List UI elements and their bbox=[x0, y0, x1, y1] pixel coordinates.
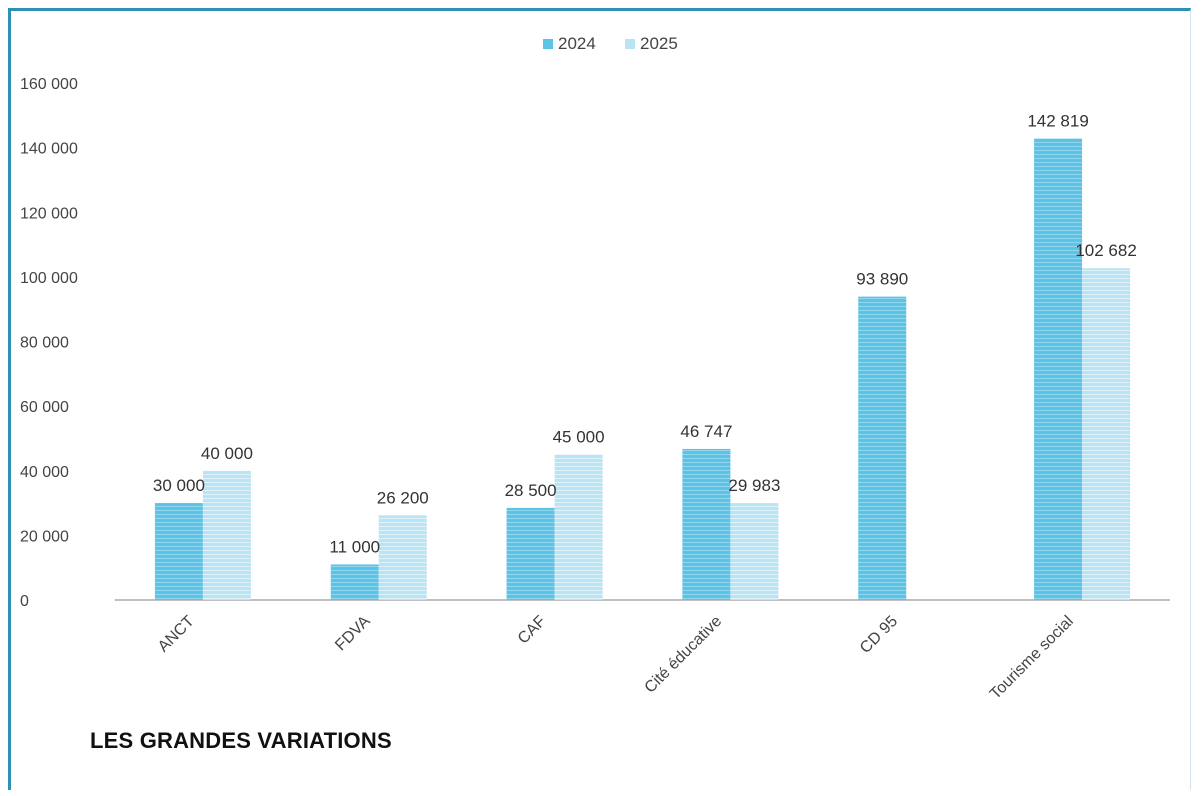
bar-2024 bbox=[154, 503, 203, 600]
bar-2024 bbox=[330, 564, 379, 600]
bar-2024 bbox=[682, 448, 731, 600]
x-category-label: Cité éducative bbox=[642, 613, 726, 697]
bar-2025 bbox=[554, 454, 603, 600]
data-label-2024: 93 890 bbox=[856, 270, 908, 289]
y-tick-label: 60 000 bbox=[20, 399, 69, 416]
y-tick-label: 100 000 bbox=[20, 270, 78, 287]
x-axis: ANCT FDVA CAF Cité éducative CD 95 Tourisme s… bbox=[155, 613, 1077, 703]
y-axis: 0 20 000 40 000 60 000 80 000 100 000 120 000 1… bbox=[20, 76, 1170, 610]
y-tick-label: 0 bbox=[20, 593, 29, 610]
legend-swatch-2025 bbox=[625, 39, 635, 49]
data-label-2024: 142 819 bbox=[1027, 112, 1088, 131]
data-label-2025: 102 682 bbox=[1075, 241, 1136, 260]
bar-2024 bbox=[858, 296, 907, 600]
legend-label-2024: 2024 bbox=[558, 34, 596, 53]
bar-2025 bbox=[1082, 268, 1131, 600]
y-tick-label: 140 000 bbox=[20, 141, 78, 158]
bar-2024 bbox=[1034, 138, 1083, 600]
data-labels-group: 30 000 40 000 11 000 26 200 28 500 45 000 46 7… bbox=[153, 112, 1137, 557]
bars-group bbox=[154, 138, 1131, 600]
chart-frame bbox=[8, 8, 1191, 790]
data-label-2024: 28 500 bbox=[505, 481, 557, 500]
bar-2025 bbox=[378, 515, 427, 600]
bar-2025 bbox=[730, 503, 779, 600]
legend-label-2025: 2025 bbox=[640, 34, 678, 53]
y-tick-label: 160 000 bbox=[20, 76, 78, 93]
data-label-2025: 40 000 bbox=[201, 444, 253, 463]
legend: 2024 2025 bbox=[543, 34, 678, 53]
data-label-2024: 46 747 bbox=[680, 422, 732, 441]
data-label-2025: 29 983 bbox=[728, 476, 780, 495]
data-label-2025: 45 000 bbox=[553, 428, 605, 447]
y-tick-label: 120 000 bbox=[20, 205, 78, 222]
legend-swatch-2024 bbox=[543, 39, 553, 49]
data-label-2024: 11 000 bbox=[329, 537, 380, 556]
data-label-2025: 26 200 bbox=[377, 488, 429, 507]
bar-2024 bbox=[506, 507, 555, 600]
bar-2025 bbox=[202, 470, 251, 600]
footer-title: LES GRANDES VARIATIONS bbox=[90, 728, 392, 753]
y-tick-label: 80 000 bbox=[20, 335, 69, 352]
x-category-label: Tourisme social bbox=[987, 613, 1077, 703]
x-category-label: ANCT bbox=[155, 613, 198, 656]
x-category-label: FDVA bbox=[332, 613, 374, 655]
y-tick-label: 20 000 bbox=[20, 528, 69, 545]
x-category-label: CD 95 bbox=[857, 613, 901, 657]
data-label-2024: 30 000 bbox=[153, 476, 205, 495]
x-category-label: CAF bbox=[515, 613, 550, 648]
y-tick-label: 40 000 bbox=[20, 464, 69, 481]
